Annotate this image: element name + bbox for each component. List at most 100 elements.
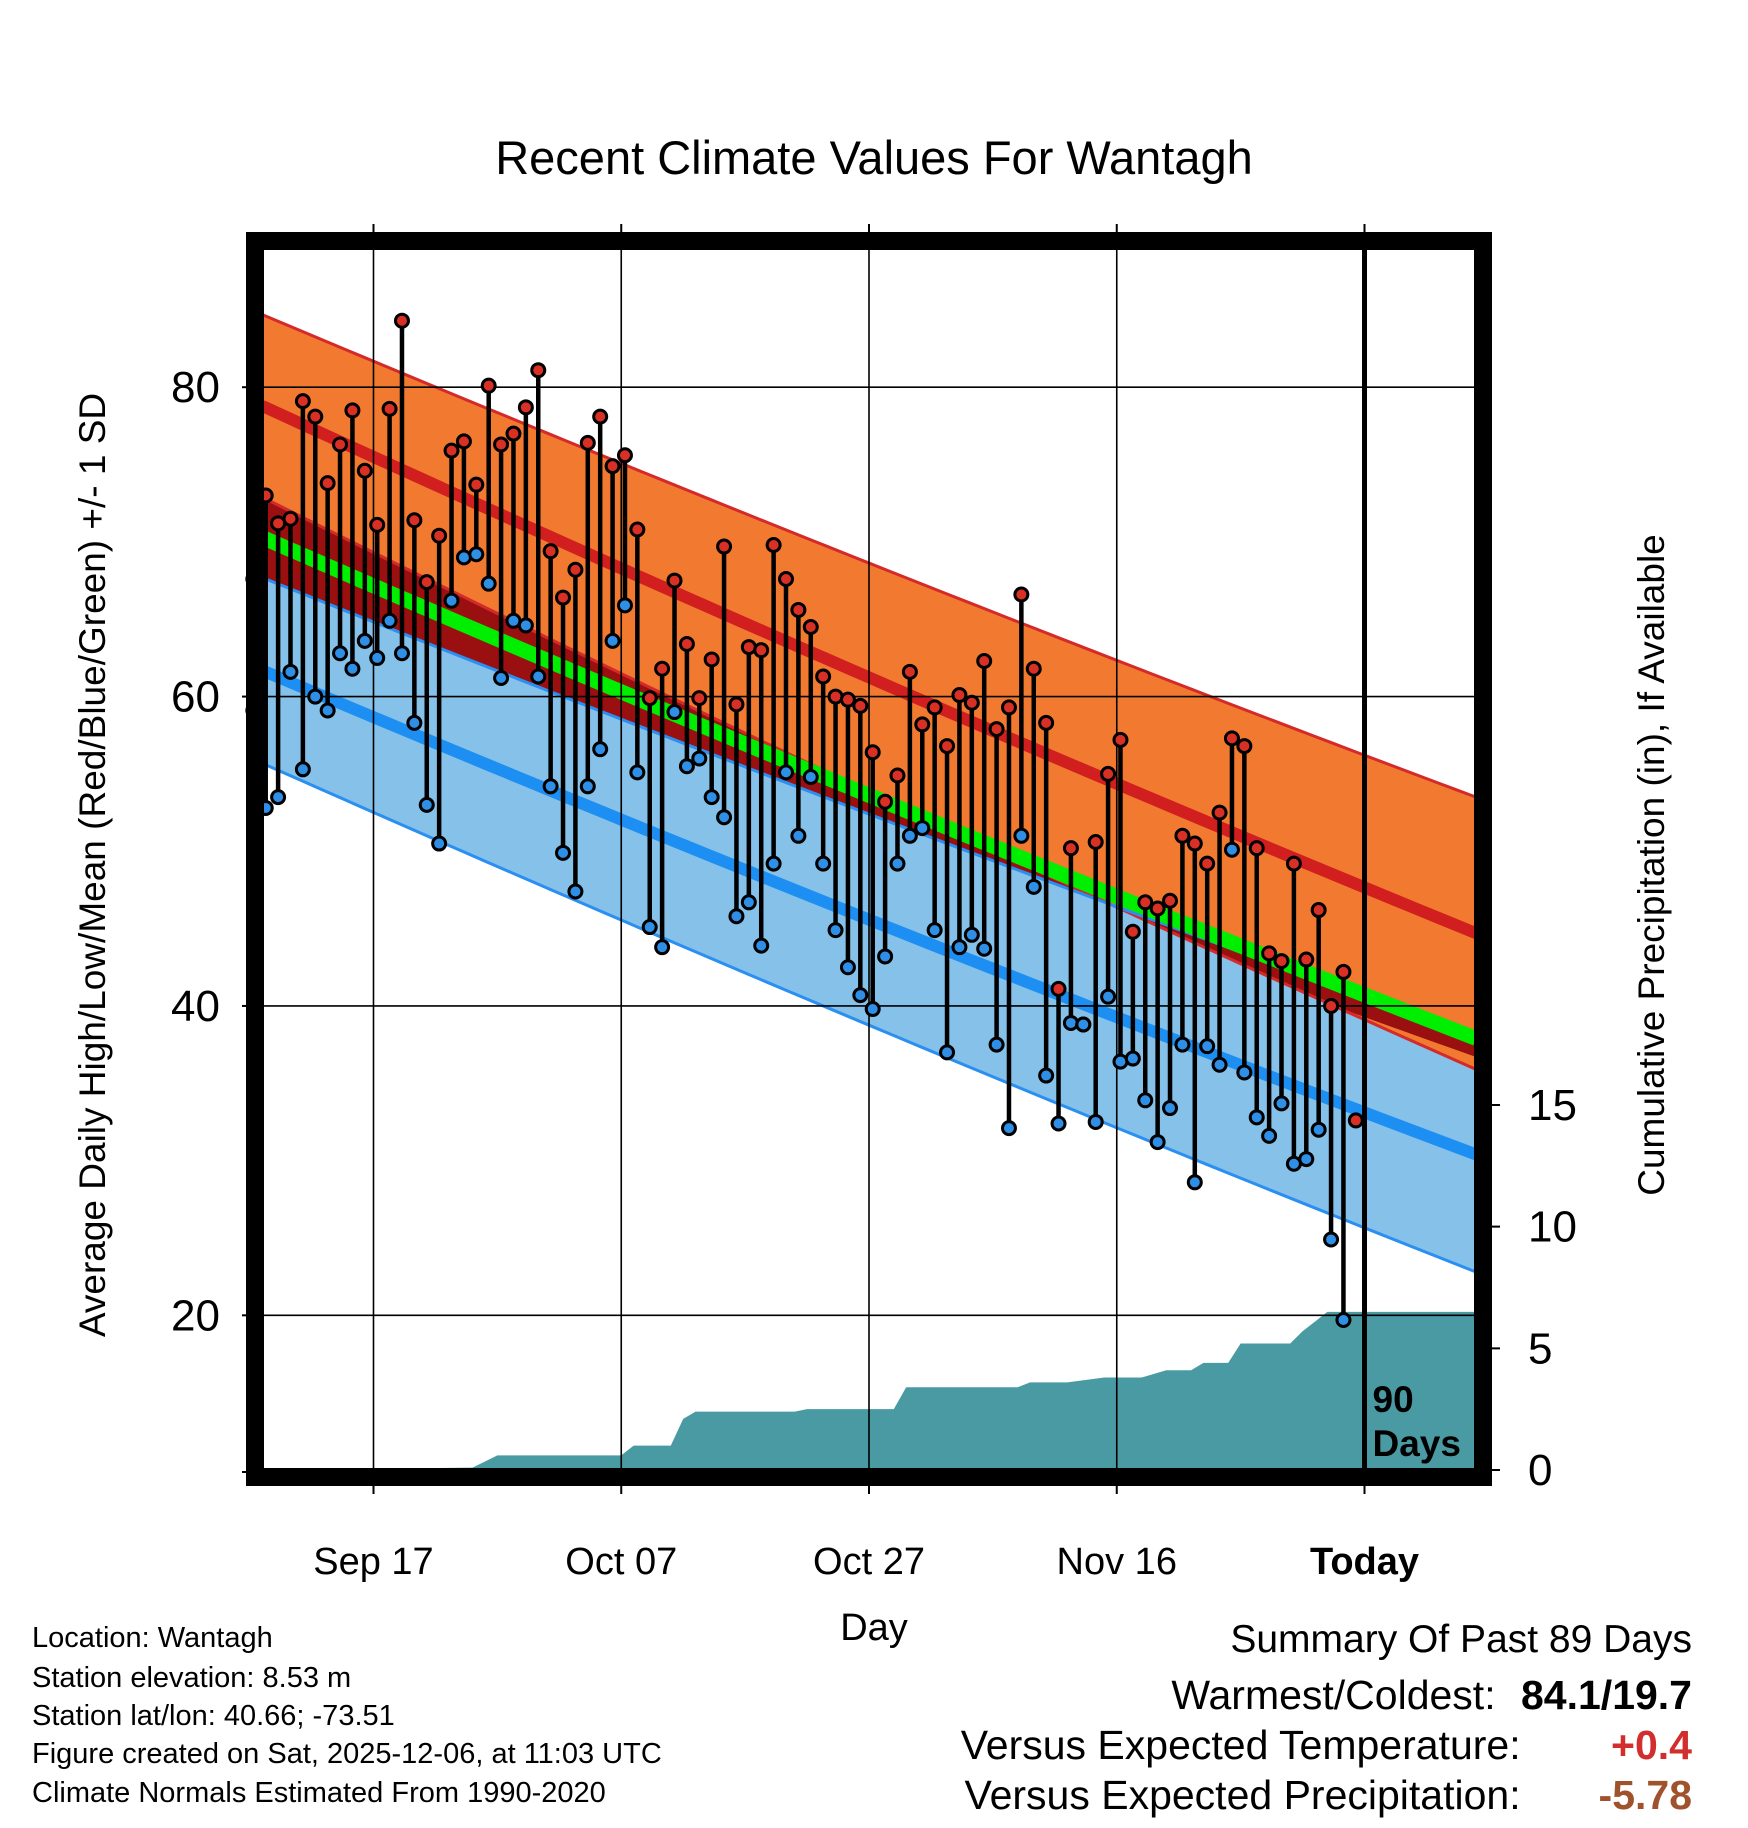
daily-low-point	[778, 764, 795, 781]
daily-low-point	[381, 612, 398, 629]
daily-high-point	[480, 377, 497, 394]
daily-high-point	[493, 436, 510, 453]
daily-high-point	[802, 618, 819, 635]
daily-high-point	[778, 571, 795, 588]
daily-low-point	[716, 809, 733, 826]
temp-anomaly-row: Versus Expected Temperature: +0.4	[961, 1722, 1692, 1769]
daily-high-point	[1162, 892, 1179, 909]
daily-low-point	[901, 827, 918, 844]
daily-low-point	[542, 778, 559, 795]
daily-high-point	[678, 635, 695, 652]
daily-high-point	[765, 536, 782, 553]
daily-high-point	[914, 716, 931, 733]
daily-high-point	[1124, 923, 1141, 940]
axes: 20 40 60 80 0 5 10 15 Sep 17 Oct 07 Oct 27 Nov 16 To…	[171, 224, 1577, 1583]
daily-high-point	[468, 476, 485, 493]
daily-high-point	[1112, 731, 1129, 748]
daily-high-point	[1211, 804, 1228, 821]
daily-high-point	[728, 696, 745, 713]
daily-high-point	[307, 408, 324, 425]
created-label: Figure created on Sat, 2025-12-06, at 11…	[32, 1738, 662, 1770]
daily-high-point	[1050, 980, 1067, 997]
daily-high-point	[1025, 660, 1042, 677]
daily-high-point	[344, 402, 361, 419]
daily-low-point	[579, 778, 596, 795]
daily-low-point	[604, 632, 621, 649]
daily-low-point	[1174, 1036, 1191, 1053]
temp-anomaly-label: Versus Expected Temperature:	[960, 1722, 1521, 1768]
daily-high-point	[1199, 855, 1216, 872]
normals-label: Climate Normals Estimated From 1990-2020	[32, 1777, 606, 1809]
daily-high-point	[963, 694, 980, 711]
daily-high-point	[282, 510, 299, 527]
daily-low-point	[815, 855, 832, 872]
daily-low-point	[1335, 1311, 1352, 1328]
daily-low-point	[877, 948, 894, 965]
daily-high-point	[455, 433, 472, 450]
daily-low-point	[1000, 1120, 1017, 1137]
precipitation-fill	[262, 1311, 1476, 1470]
daily-low-point	[654, 939, 671, 956]
daily-high-point	[356, 462, 373, 479]
daily-low-point	[1124, 1050, 1141, 1067]
daily-high-point	[641, 690, 658, 707]
latlon-label: Station lat/lon: 40.66; -73.51	[32, 1700, 395, 1732]
precip-anomaly-row: Versus Expected Precipitation: -5.78	[965, 1772, 1693, 1819]
daily-high-point	[629, 521, 646, 538]
daily-low-point	[740, 894, 757, 911]
daily-low-point	[728, 908, 745, 925]
daily-low-point	[1137, 1092, 1154, 1109]
daily-low-point	[914, 820, 931, 837]
daily-low-point	[889, 855, 906, 872]
daily-high-point	[864, 744, 881, 761]
y-tick-label: 40	[171, 982, 220, 1031]
daily-high-point	[1335, 963, 1352, 980]
daily-low-point	[666, 704, 683, 721]
y-tick-label: 80	[171, 363, 220, 412]
precip-tick-label: 15	[1528, 1081, 1577, 1130]
daily-low-point	[1298, 1151, 1315, 1168]
daily-low-point	[864, 1001, 881, 1018]
daily-high-point	[716, 538, 733, 555]
warmest-coldest-value: 84.1/19.7	[1521, 1672, 1692, 1718]
daily-low-point	[629, 764, 646, 781]
daily-high-point	[294, 393, 311, 410]
daily-high-point	[815, 668, 832, 685]
daily-low-point	[802, 769, 819, 786]
daily-low-point	[703, 789, 720, 806]
daily-high-point	[530, 362, 547, 379]
daily-low-point	[1310, 1121, 1327, 1138]
daily-low-point	[1025, 878, 1042, 895]
daily-high-point	[1186, 835, 1203, 852]
daily-low-point	[641, 919, 658, 936]
precip-anomaly-value: -5.78	[1598, 1772, 1692, 1818]
location-label: Location: Wantagh	[32, 1622, 273, 1654]
daily-high-point	[1236, 738, 1253, 755]
y-axis-label: Average Daily High/Low/Mean (Red/Blue/Gr…	[72, 393, 113, 1337]
daily-low-point	[592, 741, 609, 758]
daily-low-point	[827, 922, 844, 939]
daily-high-point	[332, 436, 349, 453]
daily-low-point	[1186, 1174, 1203, 1191]
daily-high-point	[431, 527, 448, 544]
precip-anomaly-label: Versus Expected Precipitation:	[964, 1772, 1521, 1818]
daily-low-point	[939, 1044, 956, 1061]
daily-low-point	[1075, 1016, 1092, 1033]
daily-high-point	[443, 442, 460, 459]
daily-high-point	[1013, 586, 1030, 603]
daily-high-point	[976, 653, 993, 670]
daily-high-point	[381, 400, 398, 417]
daily-high-point	[691, 690, 708, 707]
daily-low-point	[332, 645, 349, 662]
daily-low-point	[1149, 1134, 1166, 1151]
daily-low-point	[1273, 1095, 1290, 1112]
precip-tick-label: 10	[1528, 1203, 1577, 1252]
precipitation-area	[262, 1311, 1476, 1470]
daily-high-point	[369, 516, 386, 533]
daily-low-point	[753, 937, 770, 954]
daily-low-point	[1100, 988, 1117, 1005]
daily-low-point	[307, 688, 324, 705]
daily-high-point	[951, 687, 968, 704]
today-annotation: Days	[1373, 1423, 1461, 1464]
